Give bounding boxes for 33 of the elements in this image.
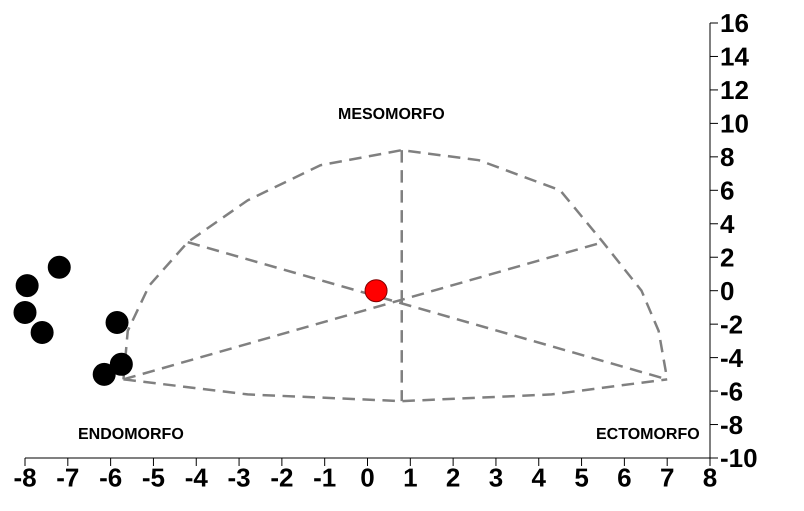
- annotation: MESOMORFO: [338, 106, 445, 124]
- y-tick-label: 0: [720, 276, 734, 306]
- x-tick-label: -8: [13, 462, 37, 492]
- x-tick-label: 2: [446, 462, 460, 492]
- annotation: ENDOMORFO: [78, 426, 184, 444]
- x-tick-label: -1: [313, 462, 336, 492]
- y-tick-label: 14: [720, 42, 750, 72]
- x-tick-label: 5: [574, 462, 589, 492]
- y-tick-label: -2: [720, 309, 744, 340]
- x-tick-label: 6: [617, 462, 632, 492]
- y-tick-label: 12: [720, 75, 749, 106]
- y-tick-label: -4: [720, 342, 744, 373]
- x-tick-label: 0: [360, 462, 375, 492]
- y-tick-label: -8: [720, 410, 744, 440]
- x-tick-label: -2: [270, 462, 294, 492]
- x-tick-label: -4: [184, 462, 208, 492]
- x-tick-label: -3: [228, 462, 251, 492]
- x-tick-label: 3: [488, 462, 504, 492]
- x-tick-label: 7: [660, 462, 674, 492]
- y-tick-label: 16: [720, 8, 749, 38]
- y-tick-label: -6: [720, 376, 744, 406]
- y-tick-label: -10: [720, 443, 758, 474]
- y-tick-label: 6: [720, 176, 734, 206]
- x-tick-label: -5: [142, 462, 165, 492]
- annotation: ECTOMORFO: [596, 426, 700, 444]
- x-tick-label: -6: [99, 462, 122, 492]
- y-tick-label: 2: [720, 242, 734, 272]
- y-tick-label: 4: [720, 209, 735, 239]
- x-tick-label: 1: [403, 462, 418, 492]
- y-tick-label: 8: [720, 142, 734, 172]
- x-tick-label: -7: [56, 462, 80, 492]
- y-tick-label: 10: [720, 108, 749, 139]
- x-tick-label: 4: [532, 462, 547, 492]
